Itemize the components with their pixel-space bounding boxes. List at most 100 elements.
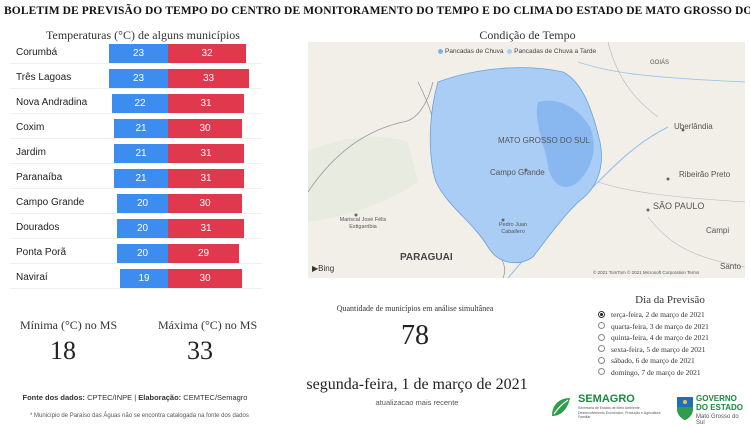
map-label-state: MATO GROSSO DO SUL bbox=[498, 136, 590, 145]
max-temp-bar: 30 bbox=[168, 194, 242, 213]
temperature-row: Nova Andradina 22 31 bbox=[10, 92, 262, 114]
city-name: Corumbá bbox=[16, 47, 58, 58]
forecast-day-label: quinta-feira, 4 de março de 2021 bbox=[611, 333, 709, 342]
max-temp-bar: 30 bbox=[168, 119, 242, 138]
source-value: CPTEC/INPE bbox=[87, 393, 133, 402]
city-name: Ponta Porã bbox=[16, 247, 67, 258]
elaboration-value: CEMTEC/Semagro bbox=[183, 393, 248, 402]
max-temp-value: 33 bbox=[187, 336, 213, 365]
radio-button[interactable] bbox=[598, 368, 605, 376]
temperature-row: Paranaíba 21 31 bbox=[10, 167, 262, 189]
min-temp-bar: 23 bbox=[109, 69, 168, 88]
temperature-row: Ponta Porã 20 29 bbox=[10, 242, 262, 264]
max-temp-bar: 29 bbox=[168, 244, 239, 263]
min-temp-bar: 20 bbox=[117, 219, 168, 238]
legend-item-pancadas-tarde: Pancadas de Chuva a Tarde bbox=[514, 48, 597, 55]
max-temp-bar: 31 bbox=[168, 94, 244, 113]
city-name: Dourados bbox=[16, 222, 60, 233]
min-temp-bar: 21 bbox=[114, 144, 168, 163]
municipalities-value: 78 bbox=[401, 320, 429, 351]
temperature-row: Coxim 21 30 bbox=[10, 117, 262, 139]
gov-line2: DO ESTADO bbox=[696, 403, 743, 412]
forecast-day-option[interactable]: quarta-feira, 3 de março de 2021 bbox=[598, 322, 709, 333]
map-label-sao-paulo: SÃO PAULO bbox=[653, 201, 705, 211]
min-temp-label: Mínima (°C) no MS bbox=[20, 318, 118, 332]
government-state: Mato Grosso do Sul bbox=[696, 414, 739, 426]
city-name: Nova Andradina bbox=[16, 97, 88, 108]
max-temp-bar: 30 bbox=[168, 269, 242, 288]
min-temp-bar: 23 bbox=[109, 44, 168, 63]
municipalities-label: Quantidade de municípios em análise simu… bbox=[336, 304, 494, 313]
temperature-row: Campo Grande 20 30 bbox=[10, 192, 262, 214]
city-name: Campo Grande bbox=[16, 197, 85, 208]
map-label-paraguai: PARAGUAI bbox=[400, 252, 453, 263]
max-temp-bar: 32 bbox=[168, 44, 246, 63]
semagro-logo: SEMAGRO Secretaria de Estado de Meio Amb… bbox=[548, 392, 668, 428]
forecast-day-option[interactable]: sexta-feira, 5 de março de 2021 bbox=[598, 345, 706, 356]
map-legend: Pancadas de Chuva Pancadas de Chuva a Ta… bbox=[438, 48, 596, 55]
bing-logo: ▶Bing bbox=[312, 264, 334, 273]
forecast-day-label: sexta-feira, 5 de março de 2021 bbox=[611, 344, 706, 354]
bulletin-title: BOLETIM DE PREVISÃO DO TEMPO DO CENTRO D… bbox=[4, 5, 750, 17]
footnote: * Município de Paraíso das Águas não se … bbox=[30, 413, 249, 419]
city-name: Naviraí bbox=[16, 272, 48, 283]
city-name: Três Lagoas bbox=[16, 72, 72, 83]
data-source: Fonte dos dados: CPTEC/INPE | Elaboração… bbox=[22, 393, 248, 402]
map-title: Condição de Tempo bbox=[479, 28, 576, 42]
map-copyright[interactable]: © 2021 TomTom © 2021 Microsoft Corporati… bbox=[593, 270, 700, 275]
source-label: Fonte dos dados: bbox=[22, 393, 86, 402]
max-temp-bar: 31 bbox=[168, 219, 244, 238]
forecast-day-label: sábado, 6 de março de 2021 bbox=[611, 356, 695, 365]
temperature-row: Jardim 21 31 bbox=[10, 142, 262, 164]
map-label-mariscal: Mariscal José Félix Estigarribia bbox=[339, 217, 387, 230]
forecast-day-option[interactable]: domingo, 7 de março de 2021 bbox=[598, 368, 701, 379]
semagro-emblem-icon bbox=[552, 398, 570, 416]
forecast-day-option[interactable]: sábado, 6 de março de 2021 bbox=[598, 356, 695, 367]
max-temp-bar: 31 bbox=[168, 144, 244, 163]
legend-item-pancadas: Pancadas de Chuva bbox=[445, 48, 504, 55]
min-temp-bar: 21 bbox=[114, 119, 168, 138]
map-label-pedro-juan: Pedro Juan Caballero bbox=[498, 222, 528, 235]
radio-button[interactable] bbox=[598, 322, 605, 330]
weather-map[interactable]: Pancadas de Chuva Pancadas de Chuva a Ta… bbox=[308, 42, 745, 278]
map-label-campinas: Campi bbox=[706, 226, 730, 235]
government-logo: GOVERNO DO ESTADO Mato Grosso do Sul bbox=[676, 392, 748, 428]
gov-line1: GOVERNO bbox=[696, 394, 737, 403]
bing-icon: ▶ bbox=[312, 264, 319, 273]
map-label-campo-grande: Campo Grande bbox=[490, 168, 545, 177]
city-name: Coxim bbox=[16, 122, 45, 133]
legend-dot-icon bbox=[507, 48, 513, 54]
max-temp-label: Máxima (°C) no MS bbox=[158, 318, 258, 332]
min-temp-bar: 20 bbox=[117, 244, 168, 263]
semagro-subtitle: Secretaria de Estado de Meio Ambiente, D… bbox=[578, 406, 661, 419]
min-temp-bar: 19 bbox=[120, 269, 168, 288]
temperature-row: Naviraí 19 30 bbox=[10, 267, 262, 289]
radio-button[interactable] bbox=[598, 310, 605, 318]
min-temp-bar: 21 bbox=[114, 169, 168, 188]
max-temp-bar: 33 bbox=[168, 69, 249, 88]
elaboration-label: Elaboração: bbox=[138, 393, 182, 402]
min-temp-bar: 22 bbox=[112, 94, 168, 113]
min-temp-value: 18 bbox=[50, 336, 76, 365]
legend-dot-icon bbox=[438, 48, 443, 54]
semagro-name: SEMAGRO bbox=[578, 393, 635, 405]
forecast-day-option[interactable]: terça-feira, 2 de março de 2021 bbox=[598, 310, 705, 321]
bing-label: Bing bbox=[318, 264, 335, 273]
radio-button[interactable] bbox=[598, 356, 605, 364]
radio-button[interactable] bbox=[598, 345, 605, 353]
map-label-uberlandia: Uberlândia bbox=[674, 122, 713, 131]
temperature-row: Dourados 20 31 bbox=[10, 217, 262, 239]
map-label-ribeirao-preto: Ribeirão Preto bbox=[679, 170, 731, 179]
temperatures-title: Temperaturas (°C) de alguns municípios bbox=[46, 28, 240, 42]
forecast-day-option[interactable]: quinta-feira, 4 de março de 2021 bbox=[598, 333, 709, 344]
min-temp-bar: 20 bbox=[117, 194, 168, 213]
forecast-day-label: domingo, 7 de março de 2021 bbox=[611, 367, 701, 377]
city-name: Paranaíba bbox=[16, 172, 63, 183]
max-temp-bar: 31 bbox=[168, 169, 244, 188]
map-label-santos: Santo bbox=[720, 262, 741, 271]
current-date: segunda-feira, 1 de março de 2021 bbox=[306, 376, 528, 393]
radio-button[interactable] bbox=[598, 333, 605, 341]
forecast-day-label: quarta-feira, 3 de março de 2021 bbox=[611, 321, 709, 331]
city-name: Jardim bbox=[16, 147, 47, 158]
forecast-title: Dia da Previsão bbox=[635, 294, 705, 306]
